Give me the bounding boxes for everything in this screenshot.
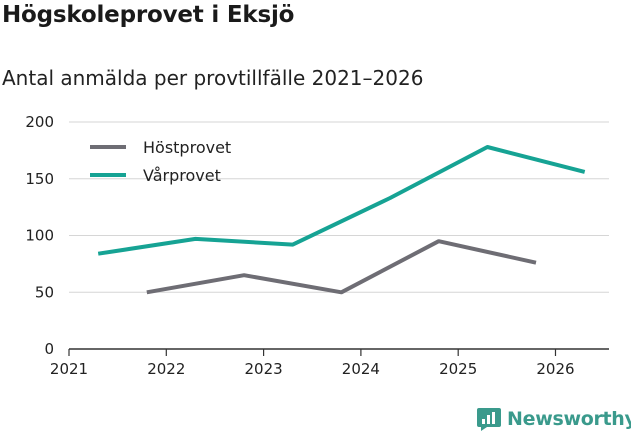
newsworthy-brand: Newsworthy xyxy=(476,406,631,432)
y-tick-label: 150 xyxy=(25,170,54,188)
newsworthy-logo-icon xyxy=(477,408,501,431)
x-tick-label: 2023 xyxy=(245,360,283,378)
data-point xyxy=(242,273,246,277)
y-tick-label: 50 xyxy=(35,283,54,301)
x-tick-label: 2024 xyxy=(342,360,380,378)
data-point xyxy=(485,145,489,149)
legend: Höstprovet Vårprovet xyxy=(90,138,231,185)
series-line-1 xyxy=(97,145,586,256)
chart-subtitle: Antal anmälda per provtillfälle 2021–202… xyxy=(2,66,424,90)
x-axis-ticks: 2021 2022 2023 2024 2025 2026 xyxy=(50,349,575,378)
data-point xyxy=(96,252,100,256)
legend-label-hostprovet: Höstprovet xyxy=(143,138,231,157)
y-axis: 0 50 100 150 200 xyxy=(25,113,54,358)
y-tick-label: 0 xyxy=(44,340,54,358)
x-tick-label: 2021 xyxy=(50,360,88,378)
data-point xyxy=(339,290,343,294)
y-tick-label: 200 xyxy=(25,113,54,131)
series-line-0 xyxy=(146,239,537,295)
data-point xyxy=(145,290,149,294)
data-point xyxy=(583,170,587,174)
data-point xyxy=(388,196,392,200)
x-tick-label: 2022 xyxy=(147,360,185,378)
data-point xyxy=(291,243,295,247)
data-point xyxy=(193,237,197,241)
data-point xyxy=(437,239,441,243)
series-lines xyxy=(96,145,587,295)
y-tick-label: 100 xyxy=(25,227,54,245)
x-tick-label: 2025 xyxy=(439,360,477,378)
chart-title: Högskoleprovet i Eksjö xyxy=(2,2,295,28)
data-point xyxy=(534,261,538,265)
x-tick-label: 2026 xyxy=(536,360,574,378)
legend-label-varprovet: Vårprovet xyxy=(143,166,221,185)
brand-name: Newsworthy xyxy=(507,408,631,430)
